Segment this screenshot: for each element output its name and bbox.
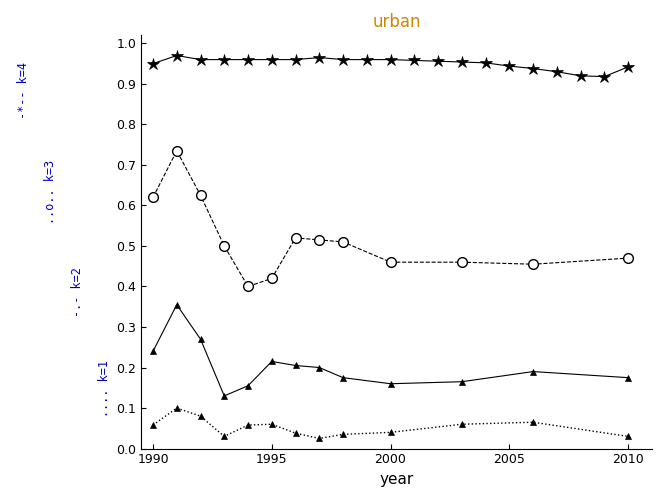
Text: .... k=1: .... k=1 [97,359,111,417]
Text: ..o.. k=3: ..o.. k=3 [44,159,57,224]
X-axis label: year: year [380,472,413,487]
Text: -*-- k=4: -*-- k=4 [17,62,30,119]
Text: -.- k=2: -.- k=2 [71,268,84,317]
Title: urban: urban [372,13,421,31]
